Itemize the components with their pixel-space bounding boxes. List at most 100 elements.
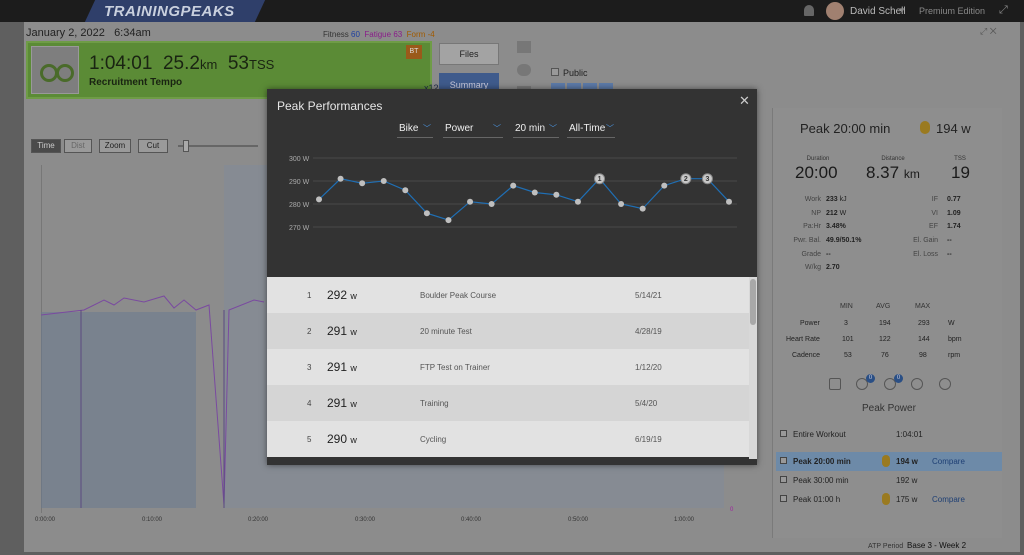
power-icon[interactable] [884, 378, 896, 390]
time-tick: 0:50:00 [568, 517, 589, 523]
peak-list-row[interactable]: 4 291 w Training 5/4/20 [267, 385, 749, 421]
peak-row-name: Peak 20:00 min [793, 457, 851, 466]
row-rank: 2 [307, 327, 312, 336]
peak-row-checkbox[interactable] [780, 457, 787, 464]
peak-list-scrollbar[interactable] [749, 277, 757, 459]
row-date: 5/4/20 [635, 399, 658, 408]
app-logo[interactable]: TRAININGPEAKS [104, 3, 235, 20]
medal-icon [882, 455, 890, 467]
clock-icon[interactable] [911, 378, 923, 390]
atp-period: ATP Period Base 3 - Week 2 [868, 541, 967, 550]
medal-icon [882, 493, 890, 505]
data-point [423, 210, 430, 217]
chevron-down-icon[interactable]: ﹀ [549, 124, 557, 133]
time-toggle[interactable]: Time [31, 139, 61, 153]
peak-row[interactable]: Entire Workout 1:04:01 [776, 425, 1002, 444]
zoom-button[interactable]: Zoom [99, 139, 131, 153]
range-select[interactable]: All-Time [569, 123, 606, 134]
summary-tab-icon[interactable] [829, 378, 841, 390]
mm-max: 144 [918, 336, 930, 343]
min-avg-max-row: Heart Rate [786, 336, 820, 343]
workout-date: January 2, 2022 6:34am [26, 27, 151, 39]
chevron-down-icon[interactable]: ﹀ [493, 124, 501, 133]
time-tick: 1:00:00 [674, 517, 695, 523]
row-description[interactable]: Cycling [420, 435, 447, 444]
peak-row-selected[interactable]: Peak 20:00 min 194 w Compare [776, 452, 1002, 471]
peak-row-checkbox[interactable] [780, 495, 787, 502]
mm-unit: bpm [948, 336, 962, 343]
peak-row-checkbox[interactable] [780, 430, 787, 437]
sport-select[interactable]: Bike [399, 123, 419, 134]
avatar[interactable] [826, 2, 844, 20]
peak-row-checkbox[interactable] [780, 476, 787, 483]
lap-icon[interactable] [939, 378, 951, 390]
row-rank: 3 [307, 363, 312, 372]
fullscreen-icon[interactable]: ⤢ [999, 4, 1008, 16]
peak-list-row[interactable]: 5 290 w Cycling 6/19/19 [267, 421, 749, 457]
data-point [380, 178, 387, 184]
mm-min: 3 [844, 320, 848, 327]
metric-row: EF 1.74 [929, 223, 961, 230]
row-rank: 5 [307, 435, 312, 444]
chevron-down-icon[interactable]: ﹀ [423, 124, 431, 133]
metric-select[interactable]: Power [445, 123, 474, 134]
duration-label: Duration [806, 156, 830, 162]
chevron-down-icon[interactable]: ▼ [898, 6, 906, 15]
metric-row: El. Loss -- [913, 251, 952, 258]
pin-icon[interactable]: ⤢ ✕ [980, 26, 997, 36]
scrollbar-thumb[interactable] [750, 279, 756, 325]
peak-title: Peak 20:00 min [800, 121, 891, 136]
row-description[interactable]: Training [420, 399, 449, 408]
files-button[interactable]: Files [439, 43, 499, 65]
public-checkbox[interactable] [551, 68, 559, 76]
peak-list[interactable]: 1 292 w Boulder Peak Course 5/14/21 2 29… [267, 277, 757, 459]
y-tick-label: 290 W [289, 179, 310, 186]
data-point [726, 198, 732, 205]
comment-icon[interactable] [517, 64, 531, 76]
chevron-down-icon[interactable]: ﹀ [606, 124, 614, 133]
peak-row[interactable]: Peak 30:00 min 192 w [776, 471, 1002, 490]
y-tick-label: 300 W [289, 156, 310, 163]
metric-row: NP 212 W [811, 210, 847, 217]
data-point [402, 187, 409, 194]
max-header: MAX [915, 303, 931, 310]
compare-link[interactable]: Compare [932, 457, 965, 466]
user-name[interactable]: David Schell [850, 6, 906, 17]
dist-toggle[interactable]: Dist [64, 139, 92, 153]
row-power: 291 w [327, 324, 357, 338]
data-point [618, 201, 625, 207]
axis-end-value: 0 [730, 507, 734, 513]
heart-icon[interactable] [856, 378, 868, 390]
peak-row[interactable]: Peak 01:00 h 175 w Compare [776, 490, 1002, 509]
sport-select-underline [397, 137, 433, 138]
row-rank: 4 [307, 399, 312, 408]
peak-list-row[interactable]: 1 292 w Boulder Peak Course 5/14/21 [267, 277, 749, 313]
row-power: 292 w [327, 288, 357, 302]
data-point [316, 196, 322, 203]
duration-value: 20:00 [795, 163, 838, 182]
workout-title[interactable]: Recruitment Tempo [89, 77, 183, 88]
zoom-slider-track[interactable] [178, 145, 258, 147]
row-description[interactable]: 20 minute Test [420, 327, 472, 336]
time-tick: 0:40:00 [461, 517, 482, 523]
peak-list-row[interactable]: 2 291 w 20 minute Test 4/28/19 [267, 313, 749, 349]
workout-stats: 1:04:01 25.2km 53TSS [89, 53, 275, 74]
tss-value: 19 [951, 163, 970, 182]
metric-row: Pwr. Bal. 49.9/50.1% [793, 237, 862, 244]
data-point [467, 198, 474, 205]
row-description[interactable]: FTP Test on Trainer [420, 363, 490, 372]
bell-icon[interactable] [804, 5, 814, 16]
peak-row-value: 1:04:01 [896, 430, 923, 439]
peak-chart[interactable]: 300 W 290 W 280 W 270 W 1 2 3 [267, 147, 757, 275]
close-icon[interactable]: ✕ [739, 93, 750, 108]
peak-list-row[interactable]: 3 291 w FTP Test on Trainer 1/12/20 [267, 349, 749, 385]
cut-button[interactable]: Cut [138, 139, 168, 153]
peak-row-name: Peak 01:00 h [793, 495, 841, 504]
metric-row: El. Gain -- [913, 237, 952, 244]
zoom-slider-handle[interactable] [183, 140, 189, 152]
compare-link[interactable]: Compare [932, 495, 965, 504]
row-description[interactable]: Boulder Peak Course [420, 291, 497, 300]
duration-select[interactable]: 20 min [515, 123, 546, 134]
chart-icon[interactable] [517, 41, 531, 53]
metric-row: Work 233 kJ [804, 196, 847, 203]
